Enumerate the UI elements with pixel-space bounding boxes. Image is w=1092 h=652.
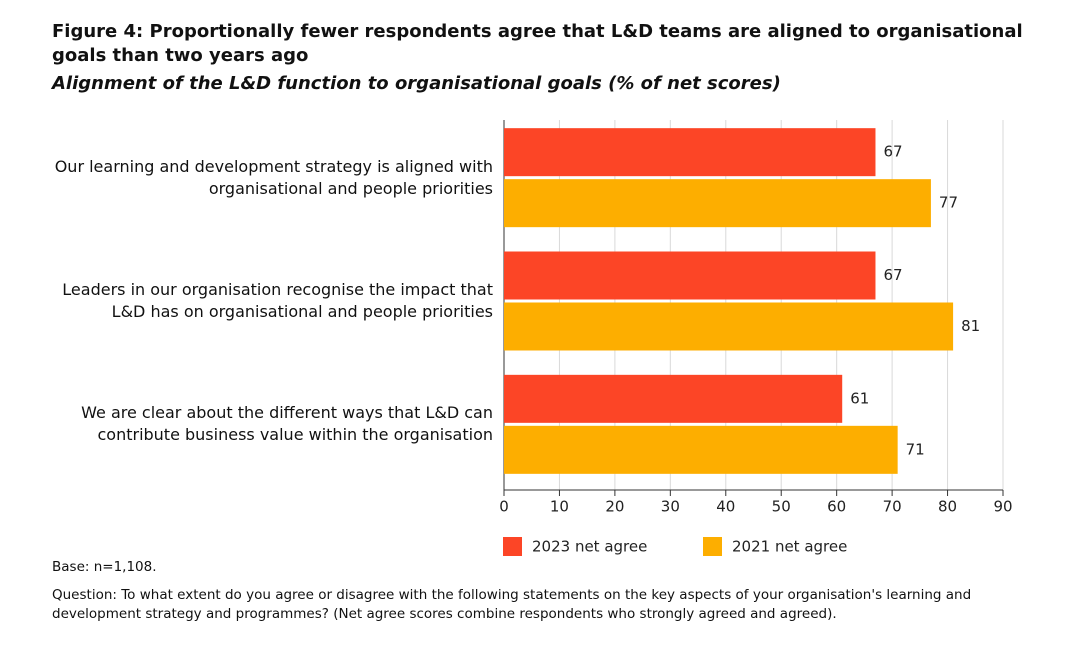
base-note: Base: n=1,108. xyxy=(52,559,157,575)
x-tick-label: 80 xyxy=(938,498,957,516)
value-label: 77 xyxy=(939,194,958,212)
bar xyxy=(504,425,898,474)
category-label: Leaders in our organisation recognise th… xyxy=(62,280,493,321)
x-tick-label: 30 xyxy=(661,498,680,516)
category-label: Our learning and development strategy is… xyxy=(54,156,493,198)
legend-swatch xyxy=(503,537,522,556)
x-tick-label: 20 xyxy=(605,498,624,516)
value-label: 81 xyxy=(961,317,980,335)
x-tick-label: 40 xyxy=(716,498,735,516)
bar xyxy=(504,251,876,300)
x-tick-label: 70 xyxy=(883,498,902,516)
category-label: We are clear about the different ways th… xyxy=(81,403,493,445)
question-note: Question: To what extent do you agree or… xyxy=(52,587,972,622)
legend-label: 2021 net agree xyxy=(732,538,847,556)
value-label: 61 xyxy=(850,389,869,407)
legend-swatch xyxy=(703,537,722,556)
x-tick-label: 60 xyxy=(827,498,846,516)
x-tick-label: 90 xyxy=(993,498,1012,516)
legend-label: 2023 net agree xyxy=(532,538,647,556)
x-tick-label: 50 xyxy=(772,498,791,516)
value-label: 71 xyxy=(906,440,925,458)
bar xyxy=(504,128,876,177)
chart-subtitle: Alignment of the L&D function to organis… xyxy=(52,73,781,94)
value-label: 67 xyxy=(883,143,902,161)
bar xyxy=(504,302,954,351)
chart-title: Figure 4: Proportionally fewer responden… xyxy=(52,21,1023,66)
value-label: 67 xyxy=(883,266,902,284)
bar xyxy=(504,179,931,228)
x-tick-label: 10 xyxy=(550,498,569,516)
x-tick-label: 0 xyxy=(499,498,509,516)
bar xyxy=(504,374,843,423)
